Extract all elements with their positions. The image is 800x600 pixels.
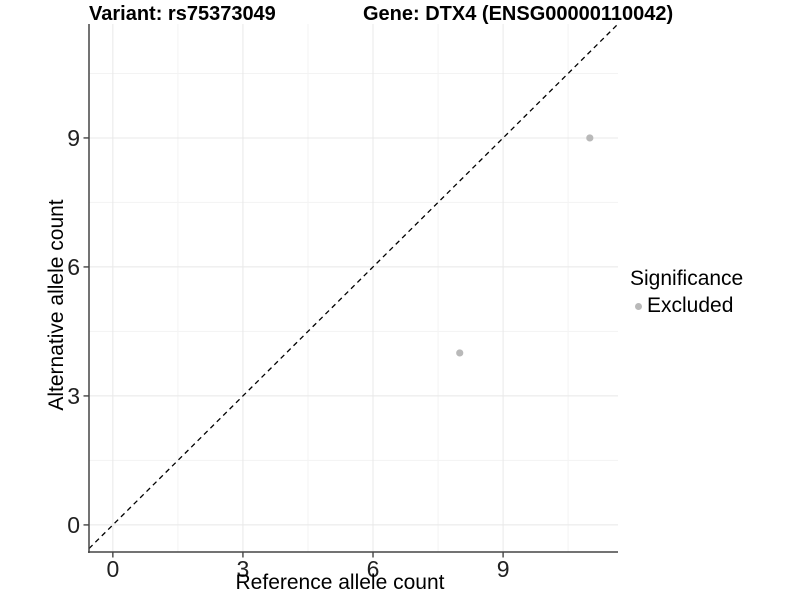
legend-point-icon: [635, 302, 642, 310]
y-tick-label: 6: [67, 254, 80, 280]
y-axis-title: Alternative allele count: [45, 199, 68, 411]
y-tick-label: 9: [67, 125, 80, 151]
legend-item-excluded: Excluded: [630, 294, 743, 318]
legend-key: [630, 302, 647, 310]
x-axis-title: Reference allele count: [235, 571, 445, 594]
x-tick-label: 9: [497, 556, 510, 582]
legend-item-label: Excluded: [647, 294, 734, 317]
y-tick-label: 0: [67, 512, 80, 538]
data-point: [586, 134, 594, 142]
x-tick-label: 6: [367, 556, 380, 582]
x-tick-label: 3: [237, 556, 250, 582]
y-tick-label: 3: [67, 383, 80, 409]
legend-title: Significance: [630, 267, 744, 290]
legend: Significance Excluded: [630, 266, 743, 318]
plot-title-variant: Variant: rs75373049: [89, 3, 276, 25]
plot-title-gene: Gene: DTX4 (ENSG00000110042): [363, 3, 674, 25]
data-point: [456, 349, 464, 357]
x-tick-label: 0: [106, 556, 119, 582]
identity-dashed-line: [88, 23, 619, 550]
